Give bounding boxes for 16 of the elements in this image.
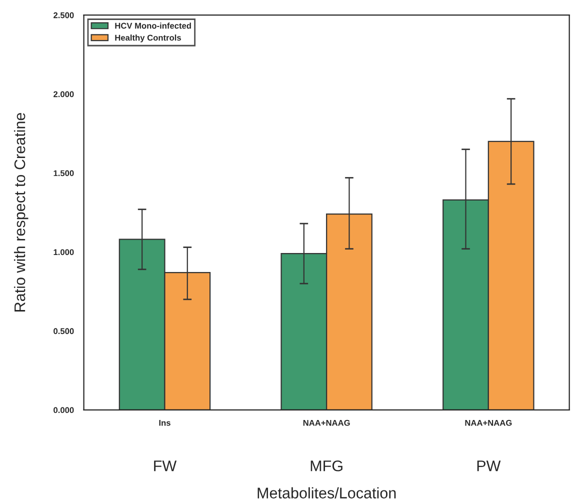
- y-tick-label: 2.000: [54, 91, 74, 98]
- x-tick-label: NAA+NAAG: [465, 420, 512, 426]
- y-tick-label: 0.500: [54, 328, 74, 334]
- x-tick-label: NAA+NAAG: [303, 420, 350, 426]
- y-tick-label: 2.500: [54, 12, 74, 18]
- y-tick-label: 1.000: [54, 249, 74, 256]
- y-tick-label: 0.000: [54, 407, 74, 414]
- text: MFG: [310, 460, 342, 472]
- x-axis-title: Metabolites/Location: [258, 487, 396, 498]
- legend-label: HCV Mono-infected: [115, 22, 191, 29]
- y-tick-label: 1.500: [54, 170, 74, 176]
- text: PW: [477, 460, 501, 472]
- legend-label: Healthy Controls: [115, 34, 181, 42]
- text: FW: [154, 460, 177, 472]
- y-axis-title: Ratio with respect to Creatine: [14, 112, 28, 312]
- x-tick-label: Ins: [159, 420, 170, 426]
